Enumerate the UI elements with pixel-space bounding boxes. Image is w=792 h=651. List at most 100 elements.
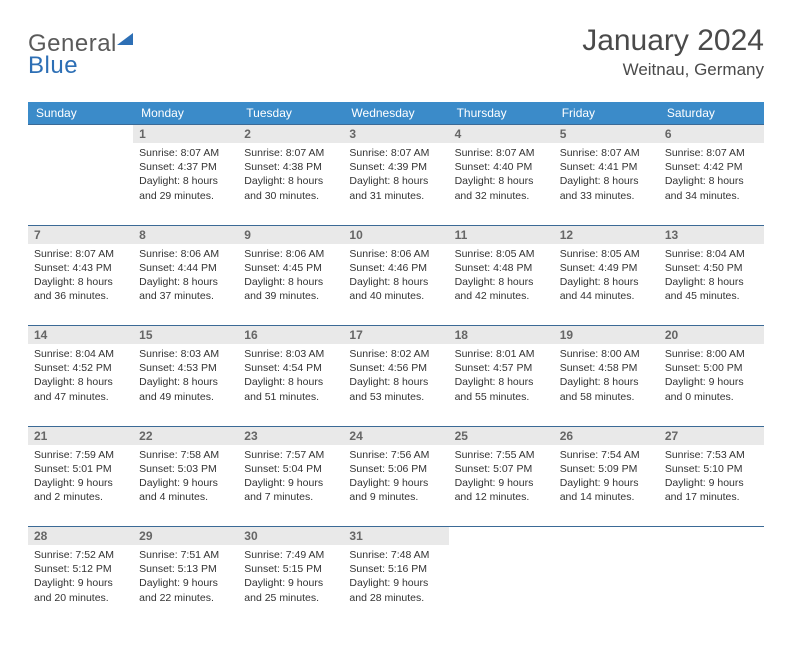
sunset-line: Sunset: 4:48 PM <box>455 261 548 275</box>
day-number-cell: 21 <box>28 426 133 445</box>
logo-triangle-icon <box>117 33 133 45</box>
day-cell: Sunrise: 8:07 AMSunset: 4:38 PMDaylight:… <box>238 143 343 225</box>
day-details: Sunrise: 8:07 AMSunset: 4:41 PMDaylight:… <box>554 143 659 209</box>
sunset-line: Sunset: 4:39 PM <box>349 160 442 174</box>
day-cell: Sunrise: 8:03 AMSunset: 4:53 PMDaylight:… <box>133 344 238 426</box>
day-details: Sunrise: 8:06 AMSunset: 4:44 PMDaylight:… <box>133 244 238 310</box>
sunrise-line: Sunrise: 7:59 AM <box>34 448 127 462</box>
sunset-line: Sunset: 4:54 PM <box>244 361 337 375</box>
sunset-line: Sunset: 4:41 PM <box>560 160 653 174</box>
sunset-line: Sunset: 4:58 PM <box>560 361 653 375</box>
sunrise-line: Sunrise: 7:56 AM <box>349 448 442 462</box>
day-number-cell: 9 <box>238 225 343 244</box>
day-number-cell: 31 <box>343 527 448 546</box>
day-cell <box>28 143 133 225</box>
daylight-line2: and 7 minutes. <box>244 490 337 504</box>
day-cell <box>449 545 554 627</box>
day-cell: Sunrise: 8:06 AMSunset: 4:46 PMDaylight:… <box>343 244 448 326</box>
day-number-cell: 23 <box>238 426 343 445</box>
sunset-line: Sunset: 5:13 PM <box>139 562 232 576</box>
daylight-line2: and 36 minutes. <box>34 289 127 303</box>
daylight-line1: Daylight: 8 hours <box>349 275 442 289</box>
day-cell: Sunrise: 8:07 AMSunset: 4:42 PMDaylight:… <box>659 143 764 225</box>
day-number-cell: 4 <box>449 125 554 144</box>
sunset-line: Sunset: 5:00 PM <box>665 361 758 375</box>
day-cell: Sunrise: 7:49 AMSunset: 5:15 PMDaylight:… <box>238 545 343 627</box>
day-details: Sunrise: 8:07 AMSunset: 4:40 PMDaylight:… <box>449 143 554 209</box>
day-cell: Sunrise: 7:52 AMSunset: 5:12 PMDaylight:… <box>28 545 133 627</box>
daylight-line1: Daylight: 8 hours <box>560 174 653 188</box>
sunset-line: Sunset: 5:07 PM <box>455 462 548 476</box>
daylight-line1: Daylight: 8 hours <box>244 275 337 289</box>
day-content-row: Sunrise: 7:52 AMSunset: 5:12 PMDaylight:… <box>28 545 764 627</box>
daylight-line2: and 9 minutes. <box>349 490 442 504</box>
day-number-cell: 18 <box>449 326 554 345</box>
day-details: Sunrise: 8:07 AMSunset: 4:39 PMDaylight:… <box>343 143 448 209</box>
daylight-line1: Daylight: 9 hours <box>665 476 758 490</box>
day-number-cell: 11 <box>449 225 554 244</box>
day-number-cell <box>659 527 764 546</box>
daylight-line2: and 33 minutes. <box>560 189 653 203</box>
sunrise-line: Sunrise: 8:00 AM <box>560 347 653 361</box>
daylight-line2: and 28 minutes. <box>349 591 442 605</box>
daylight-line1: Daylight: 9 hours <box>244 476 337 490</box>
day-details: Sunrise: 8:00 AMSunset: 5:00 PMDaylight:… <box>659 344 764 410</box>
day-cell: Sunrise: 7:58 AMSunset: 5:03 PMDaylight:… <box>133 445 238 527</box>
sunrise-line: Sunrise: 8:04 AM <box>665 247 758 261</box>
day-number-cell: 17 <box>343 326 448 345</box>
day-details: Sunrise: 8:02 AMSunset: 4:56 PMDaylight:… <box>343 344 448 410</box>
day-details: Sunrise: 8:04 AMSunset: 4:52 PMDaylight:… <box>28 344 133 410</box>
daylight-line1: Daylight: 9 hours <box>34 476 127 490</box>
sunrise-line: Sunrise: 8:07 AM <box>455 146 548 160</box>
daylight-line2: and 42 minutes. <box>455 289 548 303</box>
sunrise-line: Sunrise: 8:07 AM <box>244 146 337 160</box>
daylight-line2: and 20 minutes. <box>34 591 127 605</box>
sunrise-line: Sunrise: 8:03 AM <box>139 347 232 361</box>
day-cell: Sunrise: 8:06 AMSunset: 4:45 PMDaylight:… <box>238 244 343 326</box>
sunrise-line: Sunrise: 8:03 AM <box>244 347 337 361</box>
day-cell: Sunrise: 8:07 AMSunset: 4:43 PMDaylight:… <box>28 244 133 326</box>
sunset-line: Sunset: 5:01 PM <box>34 462 127 476</box>
day-cell: Sunrise: 8:02 AMSunset: 4:56 PMDaylight:… <box>343 344 448 426</box>
daylight-line1: Daylight: 8 hours <box>139 275 232 289</box>
day-number-cell <box>28 125 133 144</box>
daylight-line2: and 58 minutes. <box>560 390 653 404</box>
logo-blue-wrap: Blue <box>28 52 78 80</box>
sunrise-line: Sunrise: 7:48 AM <box>349 548 442 562</box>
weekday-header: Thursday <box>449 102 554 125</box>
sunset-line: Sunset: 4:37 PM <box>139 160 232 174</box>
day-cell: Sunrise: 8:07 AMSunset: 4:41 PMDaylight:… <box>554 143 659 225</box>
daylight-line1: Daylight: 9 hours <box>665 375 758 389</box>
day-details: Sunrise: 8:07 AMSunset: 4:43 PMDaylight:… <box>28 244 133 310</box>
sunrise-line: Sunrise: 8:00 AM <box>665 347 758 361</box>
day-cell: Sunrise: 7:53 AMSunset: 5:10 PMDaylight:… <box>659 445 764 527</box>
daylight-line2: and 40 minutes. <box>349 289 442 303</box>
day-details: Sunrise: 7:56 AMSunset: 5:06 PMDaylight:… <box>343 445 448 511</box>
calendar-body: 123456Sunrise: 8:07 AMSunset: 4:37 PMDay… <box>28 125 764 628</box>
weekday-header: Saturday <box>659 102 764 125</box>
day-number-cell: 19 <box>554 326 659 345</box>
daylight-line2: and 39 minutes. <box>244 289 337 303</box>
daylight-line1: Daylight: 9 hours <box>349 576 442 590</box>
day-details: Sunrise: 7:49 AMSunset: 5:15 PMDaylight:… <box>238 545 343 611</box>
sunset-line: Sunset: 4:46 PM <box>349 261 442 275</box>
daylight-line1: Daylight: 9 hours <box>139 476 232 490</box>
day-cell: Sunrise: 7:54 AMSunset: 5:09 PMDaylight:… <box>554 445 659 527</box>
sunset-line: Sunset: 5:15 PM <box>244 562 337 576</box>
daylight-line2: and 12 minutes. <box>455 490 548 504</box>
day-cell: Sunrise: 8:05 AMSunset: 4:48 PMDaylight:… <box>449 244 554 326</box>
day-details: Sunrise: 8:03 AMSunset: 4:54 PMDaylight:… <box>238 344 343 410</box>
day-cell <box>659 545 764 627</box>
sunrise-line: Sunrise: 7:53 AM <box>665 448 758 462</box>
day-cell <box>554 545 659 627</box>
day-cell: Sunrise: 8:04 AMSunset: 4:50 PMDaylight:… <box>659 244 764 326</box>
daylight-line2: and 32 minutes. <box>455 189 548 203</box>
daylight-line1: Daylight: 8 hours <box>139 375 232 389</box>
daylight-line2: and 25 minutes. <box>244 591 337 605</box>
day-details: Sunrise: 8:07 AMSunset: 4:37 PMDaylight:… <box>133 143 238 209</box>
sunrise-line: Sunrise: 8:04 AM <box>34 347 127 361</box>
daylight-line2: and 37 minutes. <box>139 289 232 303</box>
day-number-cell: 25 <box>449 426 554 445</box>
daylight-line1: Daylight: 8 hours <box>34 375 127 389</box>
day-details: Sunrise: 7:52 AMSunset: 5:12 PMDaylight:… <box>28 545 133 611</box>
